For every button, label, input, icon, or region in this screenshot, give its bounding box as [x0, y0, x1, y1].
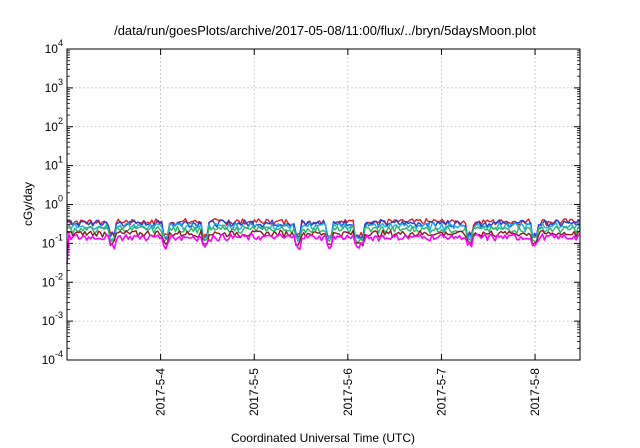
y-tick-label: 103: [45, 77, 63, 95]
series-line: [66, 225, 581, 244]
y-tick-label: 102: [45, 116, 63, 134]
y-tick-label: 10-4: [42, 349, 63, 367]
x-tick-label: 2017-5-7: [434, 368, 448, 416]
y-tick-label: 10-1: [42, 232, 63, 250]
x-tick-label: 2017-5-8: [528, 368, 542, 416]
y-tick-label: 101: [45, 155, 63, 173]
data-series: [66, 217, 581, 264]
y-tick-label: 104: [45, 38, 63, 56]
x-tick-label: 2017-5-6: [341, 368, 355, 416]
y-tick-label: 10-3: [42, 310, 63, 328]
series-line: [66, 232, 581, 264]
x-tick-label: 2017-5-5: [247, 368, 261, 416]
y-tick-label: 100: [45, 194, 63, 212]
y-axis-label: cGy/day: [21, 182, 35, 226]
x-tick-label: 2017-5-4: [154, 368, 168, 416]
chart-title: /data/run/goesPlots/archive/2017-05-08/1…: [114, 23, 536, 38]
y-axis-ticks: 104 103 102 101 100 10-1 10-2 10-3 10-4: [42, 38, 580, 367]
x-axis-ticks: 2017-5-4 2017-5-5 2017-5-6 2017-5-7 2017-5-8: [154, 49, 542, 416]
y-tick-label: 10-2: [42, 271, 63, 289]
grid-lines: [67, 49, 580, 360]
x-axis-label: Coordinated Universal Time (UTC): [231, 431, 415, 445]
